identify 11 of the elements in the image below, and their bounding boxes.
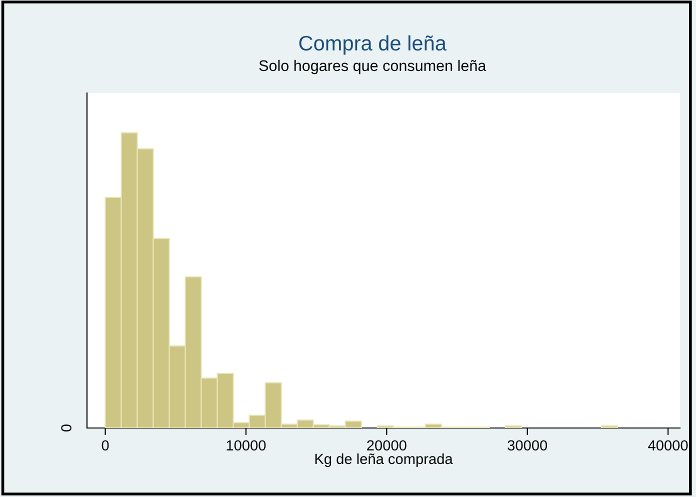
- chart-subtitle: Solo hogares que consumen leña: [259, 60, 486, 74]
- x-tick-label: 30000: [508, 440, 548, 451]
- text: 0: [61, 424, 72, 432]
- chart-title: Compra de leña: [299, 35, 446, 55]
- x-tick-label: 40000: [648, 440, 688, 451]
- x-axis-title: Kg de leña comprada: [315, 453, 453, 467]
- x-tick-label: 10000: [226, 440, 266, 451]
- bar: [504, 425, 522, 428]
- x-tick-label: 0: [102, 440, 109, 451]
- x-tick-label: 20000: [367, 440, 406, 451]
- bar: [600, 425, 618, 428]
